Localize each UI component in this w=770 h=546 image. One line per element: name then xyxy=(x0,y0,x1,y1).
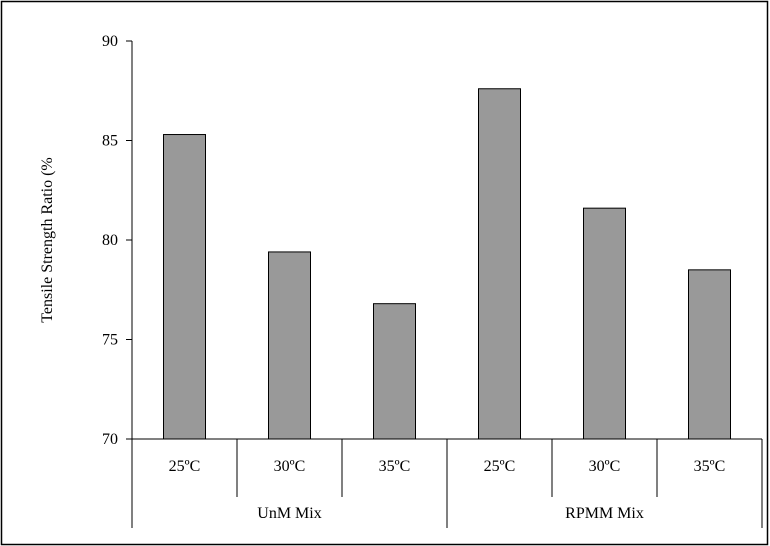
plot-area: 70 75 80 85 90 25ºC 30ºC 35ºC UnM Mix 25ºC 30ºC 35º… xyxy=(102,33,763,528)
bar xyxy=(373,303,416,440)
x-category-label: 25ºC xyxy=(169,458,201,475)
x-category-label: 35ºC xyxy=(379,458,411,475)
bar xyxy=(163,134,206,440)
x-group-label: UnM Mix xyxy=(257,505,321,522)
y-axis-title: Tensile Strength Ratio (% xyxy=(39,157,56,323)
x-category-label: 30ºC xyxy=(274,458,306,475)
y-tick-label: 80 xyxy=(102,232,118,249)
y-tick-label: 70 xyxy=(102,431,118,448)
x-category-label: 35ºC xyxy=(694,458,726,475)
y-tick-label: 85 xyxy=(102,133,118,150)
y-tick-label: 90 xyxy=(102,33,118,50)
bar xyxy=(583,207,626,440)
x-category-label: 30ºC xyxy=(589,458,621,475)
bar xyxy=(688,269,731,440)
x-group-label: RPMM Mix xyxy=(565,505,644,522)
x-category-label: 25ºC xyxy=(484,458,516,475)
bar xyxy=(478,88,521,440)
y-tick-label: 75 xyxy=(102,332,118,349)
bar xyxy=(268,251,311,440)
